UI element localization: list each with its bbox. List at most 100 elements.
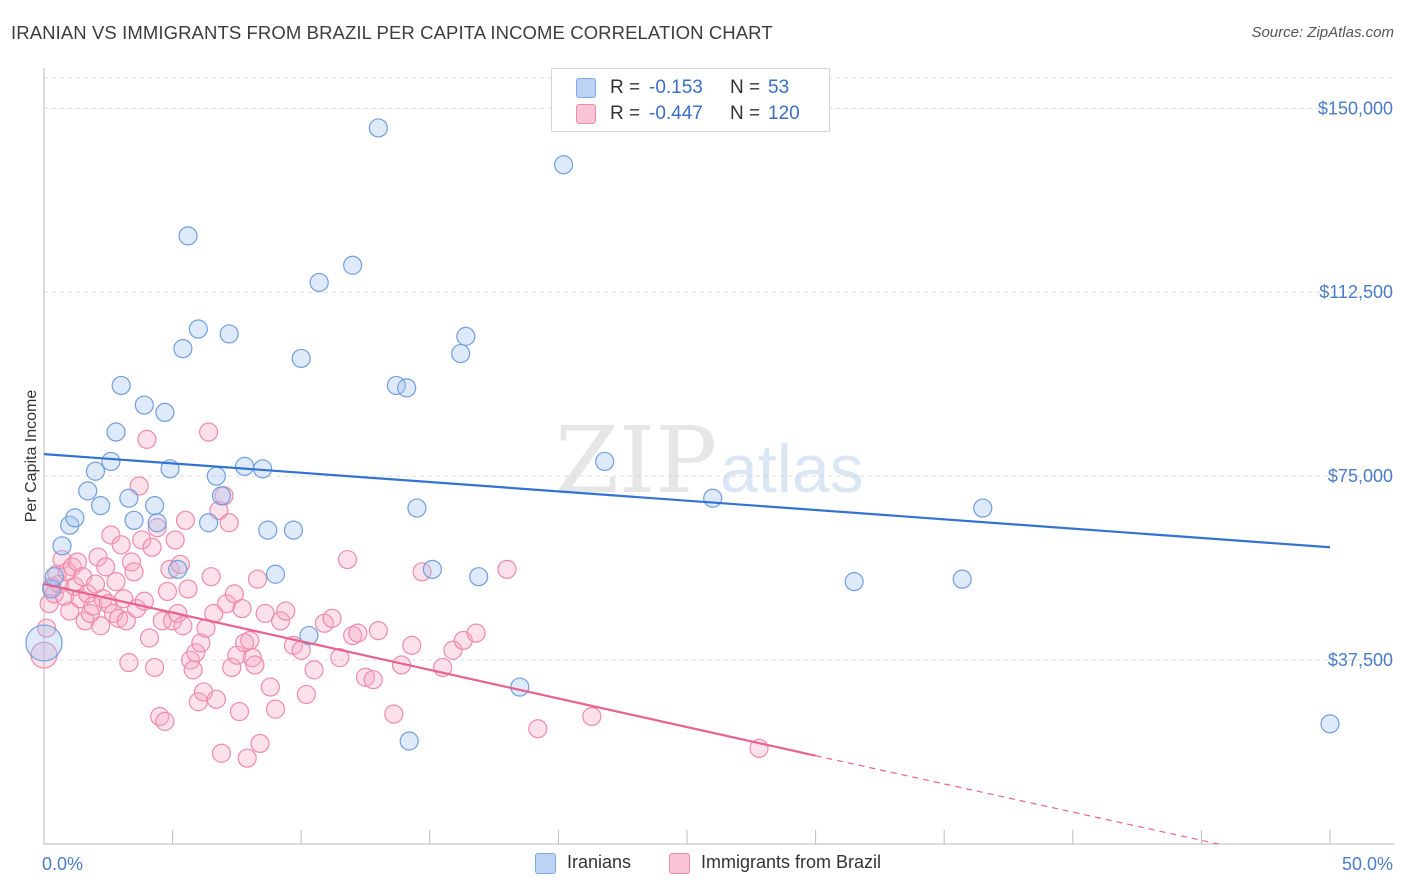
- brazil-point: [232, 598, 252, 619]
- x-tick-label: 50.0%: [1342, 854, 1393, 874]
- iranians-point: [173, 339, 193, 359]
- brazil-point: [36, 618, 57, 638]
- legend-swatch-brazil: [576, 104, 596, 124]
- brazil-point: [90, 616, 111, 636]
- brazil-point: [165, 530, 185, 550]
- brazil-point: [83, 596, 103, 616]
- chart-title: IRANIAN VS IMMIGRANTS FROM BRAZIL PER CA…: [11, 22, 773, 43]
- iranians-point: [101, 451, 121, 472]
- iranians-point: [291, 348, 311, 369]
- brazil-point: [240, 630, 260, 651]
- brazil-point: [132, 530, 152, 550]
- iranians-point: [147, 513, 167, 533]
- brazil-point: [129, 476, 149, 496]
- brazil-point: [304, 660, 324, 680]
- iranians-point: [85, 461, 106, 481]
- brazil-point: [384, 704, 404, 724]
- iranians-point: [65, 508, 85, 528]
- brazil-point: [402, 635, 422, 655]
- brazil-point: [139, 628, 160, 648]
- legend-r-label: R =: [610, 103, 641, 124]
- brazil-point: [144, 657, 165, 678]
- brazil-point: [67, 552, 88, 572]
- iranians-point: [258, 520, 278, 540]
- iranians-point: [168, 559, 188, 579]
- iranians-point: [469, 567, 489, 587]
- brazil-point: [119, 652, 139, 673]
- brazil-point: [348, 623, 368, 643]
- brazil-point: [242, 648, 262, 668]
- iranians-point: [219, 324, 239, 344]
- brazil-point: [183, 660, 203, 680]
- y-tick-label: $112,500: [1319, 282, 1393, 302]
- trend-lines: [43, 452, 1331, 845]
- iranians-point: [595, 451, 615, 472]
- brazil-point: [343, 625, 363, 646]
- brazil-point: [219, 513, 239, 533]
- gridlines: [44, 77, 1395, 661]
- bottom-legend-label-iranians: Iranians: [567, 852, 632, 872]
- brazil-point: [52, 549, 72, 570]
- brazil-point: [211, 743, 232, 763]
- iranians-point: [178, 226, 198, 246]
- brazil-point: [368, 621, 388, 641]
- watermark-atlas: atlas: [720, 431, 864, 507]
- trend-line-iranians: [43, 452, 1331, 549]
- legend-n-value: 53: [768, 77, 790, 98]
- iranians-point: [952, 569, 972, 589]
- iranians-point: [451, 343, 471, 364]
- brazil-point: [157, 581, 178, 602]
- brazil-point: [108, 608, 129, 628]
- brazil-point: [322, 608, 342, 628]
- brazil-point: [337, 549, 358, 570]
- iranians-point: [206, 466, 226, 486]
- legend-r-value: -0.153: [649, 77, 703, 98]
- trend-line-brazil-extension: [815, 755, 1219, 845]
- series-iranians-points: [25, 118, 1340, 751]
- brazil-point: [175, 510, 196, 530]
- brazil-point: [227, 645, 247, 665]
- brazil-point: [247, 569, 268, 589]
- brazil-point: [265, 699, 286, 719]
- iranians-point: [553, 155, 574, 175]
- brazil-point: [497, 559, 517, 579]
- y-tick-label: $37,500: [1328, 650, 1393, 670]
- brazil-point: [173, 616, 193, 636]
- iranians-point: [343, 255, 363, 275]
- x-tick-labels: 0.0% 50.0%: [42, 854, 1393, 874]
- iranians-point: [973, 498, 993, 518]
- iranians-point: [119, 488, 139, 508]
- brazil-point: [111, 535, 131, 555]
- y-tick-label: $75,000: [1328, 466, 1393, 486]
- iranians-point: [44, 567, 64, 587]
- bottom-legend-swatch-iranians: [535, 853, 556, 874]
- brazil-point: [363, 670, 383, 690]
- legend-swatch-iranians: [576, 78, 596, 98]
- brazil-point: [178, 579, 198, 599]
- x-tick-label: 0.0%: [42, 854, 83, 874]
- axes: [43, 68, 1395, 845]
- brazil-point: [160, 559, 180, 579]
- brazil-point: [355, 667, 376, 687]
- brazil-point: [443, 640, 463, 660]
- iranians-point: [52, 536, 72, 556]
- iranians-point: [235, 456, 255, 476]
- brazil-point: [235, 633, 255, 653]
- legend-n-value: 120: [768, 103, 800, 124]
- brazil-point: [106, 572, 126, 592]
- brazil-point: [255, 603, 275, 624]
- brazil-point: [206, 689, 226, 709]
- iranians-point: [407, 498, 427, 518]
- brazil-point: [116, 611, 136, 631]
- brazil-point: [152, 611, 172, 631]
- brazil-point: [466, 623, 486, 643]
- brazil-point: [222, 657, 242, 678]
- legend-n-label: N =: [730, 103, 761, 124]
- brazil-point: [330, 648, 350, 668]
- iranians-point: [265, 564, 286, 584]
- brazil-point: [60, 601, 80, 621]
- iranians-point: [397, 378, 417, 398]
- brazil-point: [582, 706, 602, 727]
- iranians-point: [510, 677, 530, 697]
